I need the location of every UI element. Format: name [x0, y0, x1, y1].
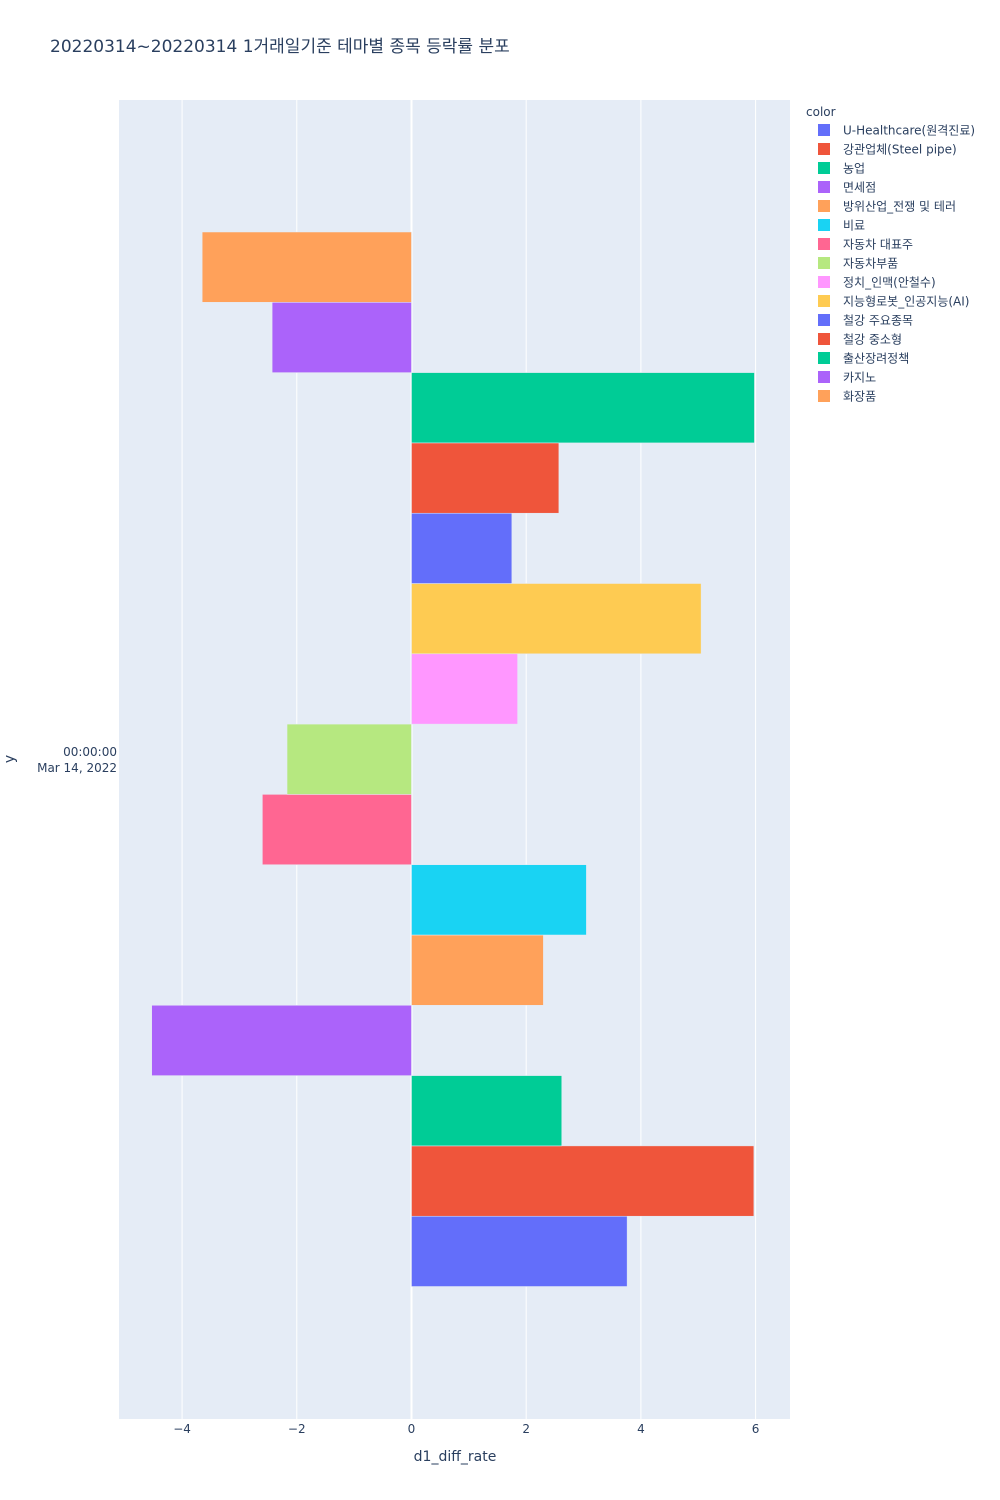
- legend[interactable]: U-Healthcare(원격진료) 강관업체(Steel pipe) 농업면세점방…: [818, 124, 975, 404]
- legend-item-label[interactable]: 자동차 대표주: [843, 238, 913, 252]
- legend-swatch[interactable]: [818, 352, 830, 364]
- x-tick-label: 2: [522, 1422, 530, 1436]
- chart-title: 20220314~20220314 1거래일기준 테마별 종목 등락률 분포: [50, 37, 510, 57]
- legend-swatch[interactable]: [818, 295, 830, 307]
- legend-item-label[interactable]: 출산장려정책: [843, 351, 909, 366]
- legend-swatch[interactable]: [818, 390, 830, 402]
- legend-swatch[interactable]: [818, 162, 830, 174]
- bar[interactable]: [411, 653, 518, 725]
- bar[interactable]: [271, 302, 412, 373]
- legend-swatch[interactable]: [818, 257, 830, 269]
- bar[interactable]: [201, 231, 412, 303]
- bar[interactable]: [411, 583, 702, 655]
- y-category-label-date: Mar 14, 2022: [37, 761, 117, 775]
- legend-item-label[interactable]: U-Healthcare(원격진료): [843, 124, 975, 138]
- legend-item-label[interactable]: 정치_인맥(안철수): [843, 276, 936, 290]
- x-tick-label: −4: [173, 1422, 191, 1436]
- legend-item-label[interactable]: 면세점: [843, 181, 876, 195]
- y-category-label-time: 00:00:00: [63, 745, 117, 759]
- legend-swatch[interactable]: [818, 200, 830, 212]
- legend-swatch[interactable]: [818, 124, 830, 136]
- x-tick-label: 4: [637, 1422, 645, 1436]
- bar[interactable]: [411, 1075, 562, 1147]
- y-axis-title: y: [2, 755, 18, 763]
- legend-swatch[interactable]: [818, 371, 830, 383]
- x-axis-ticks: −4 −2 0 2 4 6: [173, 1422, 759, 1436]
- bar[interactable]: [411, 372, 755, 444]
- legend-item-label[interactable]: 카지노: [843, 371, 876, 385]
- bar[interactable]: [286, 723, 412, 795]
- bar[interactable]: [411, 864, 587, 936]
- legend-swatch[interactable]: [818, 238, 830, 250]
- x-tick-label: −2: [288, 1422, 306, 1436]
- legend-item-label[interactable]: 자동차부품: [843, 257, 898, 271]
- bar[interactable]: [411, 1215, 628, 1287]
- bar[interactable]: [411, 1145, 755, 1217]
- legend-item-label[interactable]: 비료: [843, 219, 865, 233]
- legend-item-label[interactable]: 화장품: [843, 390, 876, 404]
- legend-swatch[interactable]: [818, 276, 830, 288]
- x-axis-title: d1_diff_rate: [414, 1449, 497, 1465]
- legend-item-label[interactable]: 농업: [843, 162, 865, 176]
- legend-item-label[interactable]: 지능형로봇_인공지능(AI): [843, 295, 969, 309]
- legend-item-label[interactable]: 철강 주요종목: [843, 314, 913, 328]
- bars: [151, 231, 755, 1287]
- legend-swatch[interactable]: [818, 181, 830, 193]
- legend-item-label[interactable]: 강관업체(Steel pipe): [843, 143, 957, 157]
- bar[interactable]: [411, 512, 513, 584]
- legend-swatch[interactable]: [818, 314, 830, 326]
- bar[interactable]: [262, 794, 412, 865]
- bar[interactable]: [151, 1005, 412, 1076]
- bar[interactable]: [411, 934, 544, 1006]
- legend-item-label[interactable]: 방위산업_전쟁 및 테러: [843, 200, 956, 214]
- legend-title[interactable]: color: [806, 105, 836, 119]
- legend-swatch[interactable]: [818, 219, 830, 231]
- legend-swatch[interactable]: [818, 333, 830, 345]
- legend-item-label[interactable]: 철강 중소형: [843, 333, 902, 347]
- bar[interactable]: [411, 442, 560, 514]
- x-tick-label: 0: [408, 1422, 416, 1436]
- x-tick-label: 6: [752, 1422, 760, 1436]
- legend-swatch[interactable]: [818, 143, 830, 155]
